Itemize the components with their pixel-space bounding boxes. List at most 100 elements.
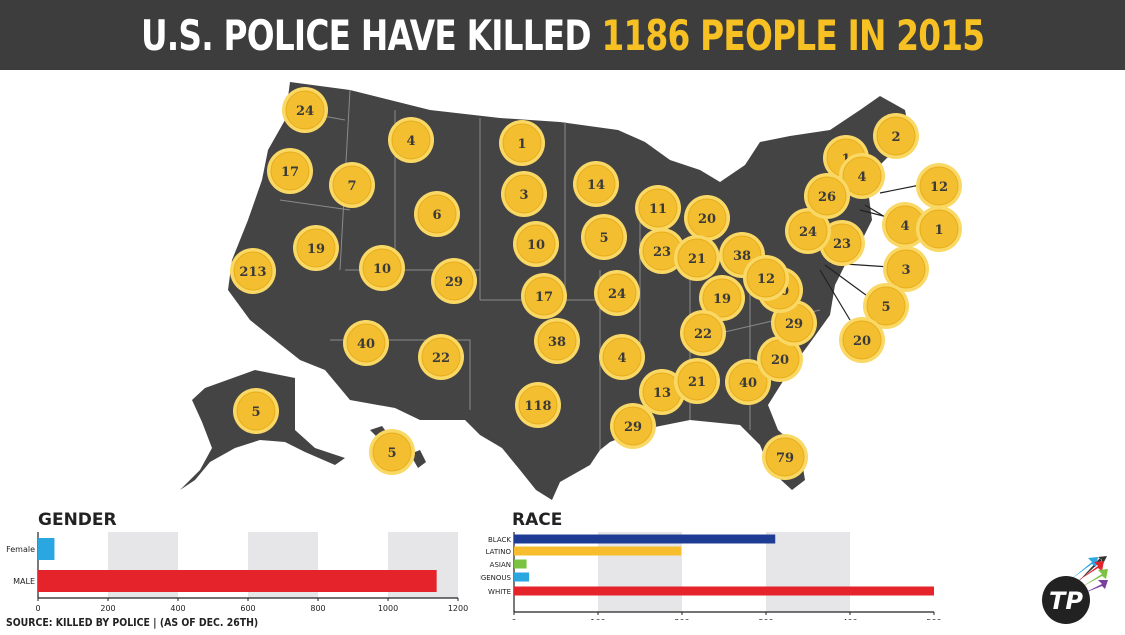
bubble-value: 29 [785, 317, 803, 332]
bubble-value: 24 [799, 225, 817, 240]
logo-circle [1042, 576, 1090, 624]
bubble-disc [524, 276, 564, 316]
bubble-dc: 20 [839, 317, 885, 363]
bubble-disc [866, 286, 906, 326]
category-label: LATINO [486, 548, 512, 556]
bar-black [514, 534, 776, 544]
bubble-tn: 22 [680, 310, 726, 356]
bar-indigenous [514, 572, 530, 582]
bubble-al: 21 [674, 358, 720, 404]
bubble-ar: 4 [599, 334, 645, 380]
bubble-wy: 6 [414, 191, 460, 237]
bubble-ks: 17 [521, 273, 567, 319]
bubble-la: 29 [610, 403, 656, 449]
bubble-disc [233, 251, 273, 291]
bubble-hi: 5 [369, 429, 415, 475]
bubble-value: 26 [818, 190, 836, 205]
x-tick-label: 500 [926, 618, 941, 620]
bubble-disc [677, 238, 717, 278]
bubble-id: 7 [329, 162, 375, 208]
chart-title: RACE [512, 510, 562, 530]
bubble-ct: 12 [916, 163, 962, 209]
logo-text: TP [1049, 587, 1083, 615]
bubble-value: 14 [587, 178, 605, 193]
x-tick-label: 300 [758, 618, 773, 620]
bubble-disc [504, 174, 544, 214]
bubble-value: 7 [347, 179, 356, 194]
bubble-ut: 10 [359, 245, 405, 291]
bubble-ok: 38 [534, 318, 580, 364]
bar-male [38, 570, 437, 592]
bubble-md: 5 [863, 283, 909, 329]
category-label: ASIAN [490, 561, 511, 569]
x-tick-label: 0 [35, 604, 40, 613]
category-label: BLACK [488, 536, 511, 544]
title-banner: U.S. POLICE HAVE KILLED 1186 PEOPLE IN 2… [0, 0, 1125, 70]
bubble-value: 24 [296, 104, 314, 119]
x-tick-label: 200 [100, 604, 115, 613]
bubble-disc [285, 90, 325, 130]
bar-asian [514, 559, 527, 569]
bubble-wa: 24 [282, 87, 328, 133]
logo-arrows [1070, 556, 1108, 594]
bubble-value: 12 [757, 272, 775, 287]
bubble-value: 2 [891, 130, 900, 145]
bubble-mi: 20 [684, 195, 730, 241]
bubble-disc [683, 313, 723, 353]
source-note: SOURCE: KILLED BY POLICE | (AS OF DEC. 2… [6, 616, 259, 629]
bubble-disc [332, 165, 372, 205]
bubble-sd: 3 [501, 171, 547, 217]
bubble-value: 6 [432, 208, 441, 223]
bubble-disc [687, 198, 727, 238]
bubble-mo: 24 [594, 270, 640, 316]
bubble-value: 3 [901, 263, 910, 278]
bubble-ky: 19 [699, 275, 745, 321]
bubble-disc [346, 323, 386, 363]
x-tick-label: 1000 [378, 604, 398, 613]
bubble-disc [919, 209, 959, 249]
bubble-nv: 19 [293, 225, 339, 271]
bubble-disc [421, 337, 461, 377]
bubble-disc [597, 273, 637, 313]
bubble-disc [296, 228, 336, 268]
bubble-value: 4 [406, 134, 415, 149]
bubble-value: 1 [517, 137, 526, 152]
bubble-ga: 40 [725, 359, 771, 405]
bubble-disc [638, 188, 678, 228]
bubble-value: 79 [776, 451, 794, 466]
chart-title: GENDER [38, 510, 117, 530]
bubble-disc [516, 224, 556, 264]
bubble-value: 20 [853, 334, 871, 349]
bubble-value: 213 [239, 265, 266, 280]
bubble-disc [391, 120, 431, 160]
bubble-value: 1 [934, 223, 943, 238]
bubble-in: 21 [674, 235, 720, 281]
bubble-wi: 11 [635, 185, 681, 231]
bubble-value: 38 [548, 335, 566, 350]
map-contiguous-us [228, 82, 910, 500]
bubble-value: 4 [900, 219, 909, 234]
bubble-disc [886, 249, 926, 289]
bubble-disc [702, 278, 742, 318]
bubble-disc [919, 166, 959, 206]
bubble-value: 20 [698, 212, 716, 227]
bubble-nh: 4 [839, 153, 885, 199]
x-tick-label: 200 [674, 618, 689, 620]
bubble-disc [876, 116, 916, 156]
bubble-nd: 1 [499, 120, 545, 166]
bubble-nj: 1 [916, 206, 962, 252]
bubble-disc [417, 194, 457, 234]
bubble-disc [537, 321, 577, 361]
bubble-tx: 118 [515, 382, 561, 428]
bubble-value: 17 [535, 290, 553, 305]
bubble-value: 5 [881, 300, 890, 315]
x-tick-label: 100 [590, 618, 605, 620]
x-tick-label: 800 [310, 604, 325, 613]
x-tick-label: 0 [511, 618, 516, 620]
bubble-disc [842, 320, 882, 360]
bubble-fl: 79 [762, 434, 808, 480]
bubble-ma: 26 [804, 173, 850, 219]
bubble-disc [236, 391, 276, 431]
title-highlight-part: 1186 PEOPLE IN 2015 [601, 10, 985, 60]
bubble-disc [372, 432, 412, 472]
